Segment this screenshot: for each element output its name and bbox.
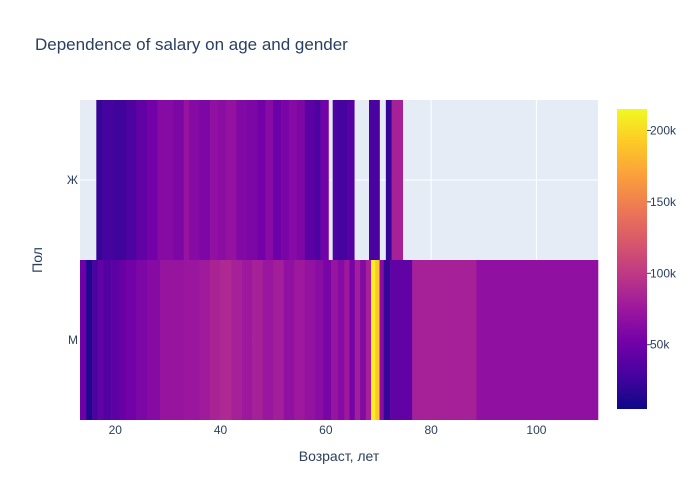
heatmap-cell xyxy=(119,260,127,420)
heatmap-cell xyxy=(113,100,127,260)
x-tick-label: 60 xyxy=(319,423,333,437)
chart-title: Dependence of salary on age and gender xyxy=(35,35,348,54)
heatmap-cell xyxy=(199,100,211,260)
heatmap-cell xyxy=(262,260,274,420)
heatmap-cell xyxy=(217,100,227,260)
heatmap-cell xyxy=(96,100,103,260)
heatmap-cell xyxy=(476,260,599,420)
heatmap-cell xyxy=(125,100,137,260)
heatmap-cells xyxy=(80,100,599,420)
heatmap-cell xyxy=(337,100,348,260)
colorbar-tick-label: 200k xyxy=(650,123,677,137)
heatmap-cell xyxy=(390,260,413,420)
heatmap-cell xyxy=(225,100,237,260)
heatmap-cell xyxy=(265,100,274,260)
heatmap-cell xyxy=(97,260,104,420)
heatmap-cell xyxy=(383,260,391,420)
heatmap-cell xyxy=(86,260,93,420)
heatmap-cell xyxy=(102,100,114,260)
x-tick-label: 40 xyxy=(214,423,228,437)
heatmap-cell xyxy=(257,100,266,260)
heatmap-cell xyxy=(349,260,356,420)
heatmap-cell xyxy=(360,260,367,420)
heatmap-cell xyxy=(241,260,253,420)
heatmap-cell xyxy=(92,260,98,420)
heatmap-cell xyxy=(236,100,248,260)
heatmap-cell xyxy=(304,100,316,260)
heatmap-cell xyxy=(304,260,316,420)
heatmap-cell xyxy=(391,100,403,260)
heatmap-cell xyxy=(281,100,290,260)
heatmap-cell xyxy=(294,260,306,420)
colorbar-tick-label: 150k xyxy=(650,195,677,209)
heatmap-cell xyxy=(369,100,380,260)
y-tick-label: Ж xyxy=(67,173,78,187)
x-tick-label: 80 xyxy=(424,423,438,437)
heatmap-cell xyxy=(246,100,258,260)
heatmap-cell xyxy=(320,100,329,260)
colorbar-tick-label: 50k xyxy=(650,338,670,352)
heatmap-cell xyxy=(146,100,158,260)
heatmap-cell xyxy=(199,260,211,420)
heatmap-cell xyxy=(412,260,477,420)
heatmap-cell xyxy=(160,260,185,420)
heatmap-cell xyxy=(354,260,361,420)
heatmap-cell xyxy=(80,260,87,420)
heatmap-cell xyxy=(323,260,332,420)
y-tick-label: М xyxy=(68,333,78,347)
heatmap-cell xyxy=(346,100,355,260)
heatmap-cell xyxy=(273,260,285,420)
x-axis-title: Возраст, лет xyxy=(299,448,380,464)
heatmap-cell xyxy=(183,260,200,420)
heatmap-cell xyxy=(296,100,306,260)
heatmap-cell xyxy=(385,100,392,260)
heatmap-cell xyxy=(173,100,185,260)
heatmap-cell xyxy=(231,260,242,420)
heatmap-cell xyxy=(344,260,350,420)
colorbar-ticks: 50k 100k 150k 200k xyxy=(647,123,677,352)
heatmap-cell xyxy=(220,260,232,420)
heatmap-cell xyxy=(103,260,112,420)
x-tick-label: 100 xyxy=(526,423,546,437)
x-axis-ticks: 20 40 60 80 100 xyxy=(109,423,547,437)
y-axis-title: Пол xyxy=(29,247,45,273)
heatmap-cell xyxy=(283,260,295,420)
heatmap-cell xyxy=(157,100,174,260)
heatmap-cell xyxy=(371,260,376,420)
heatmap-cell xyxy=(125,260,137,420)
heatmap-cell xyxy=(146,260,161,420)
heatmap-cell xyxy=(332,100,339,260)
heatmap-cell xyxy=(188,100,200,260)
heatmap-cell xyxy=(331,260,339,420)
heatmap-cell xyxy=(273,100,282,260)
heatmap-cell xyxy=(315,260,324,420)
heatmap-cell xyxy=(183,100,190,260)
heatmap-cell xyxy=(111,260,120,420)
colorbar xyxy=(617,109,647,409)
heatmap-cell xyxy=(365,260,372,420)
heatmap-cell xyxy=(288,100,298,260)
heatmap-cell xyxy=(136,100,148,260)
heatmap-cell xyxy=(136,260,148,420)
x-tick-label: 20 xyxy=(109,423,123,437)
y-axis-ticks: МЖ xyxy=(67,173,78,347)
heatmap-cell xyxy=(210,260,221,420)
heatmap-cell xyxy=(379,260,385,420)
heatmap-cell xyxy=(210,100,219,260)
heatmap-cell xyxy=(315,100,321,260)
heatmap-cell xyxy=(337,260,345,420)
colorbar-tick-label: 100k xyxy=(650,266,677,280)
heatmap-cell xyxy=(252,260,263,420)
heatmap-cell xyxy=(375,260,380,420)
